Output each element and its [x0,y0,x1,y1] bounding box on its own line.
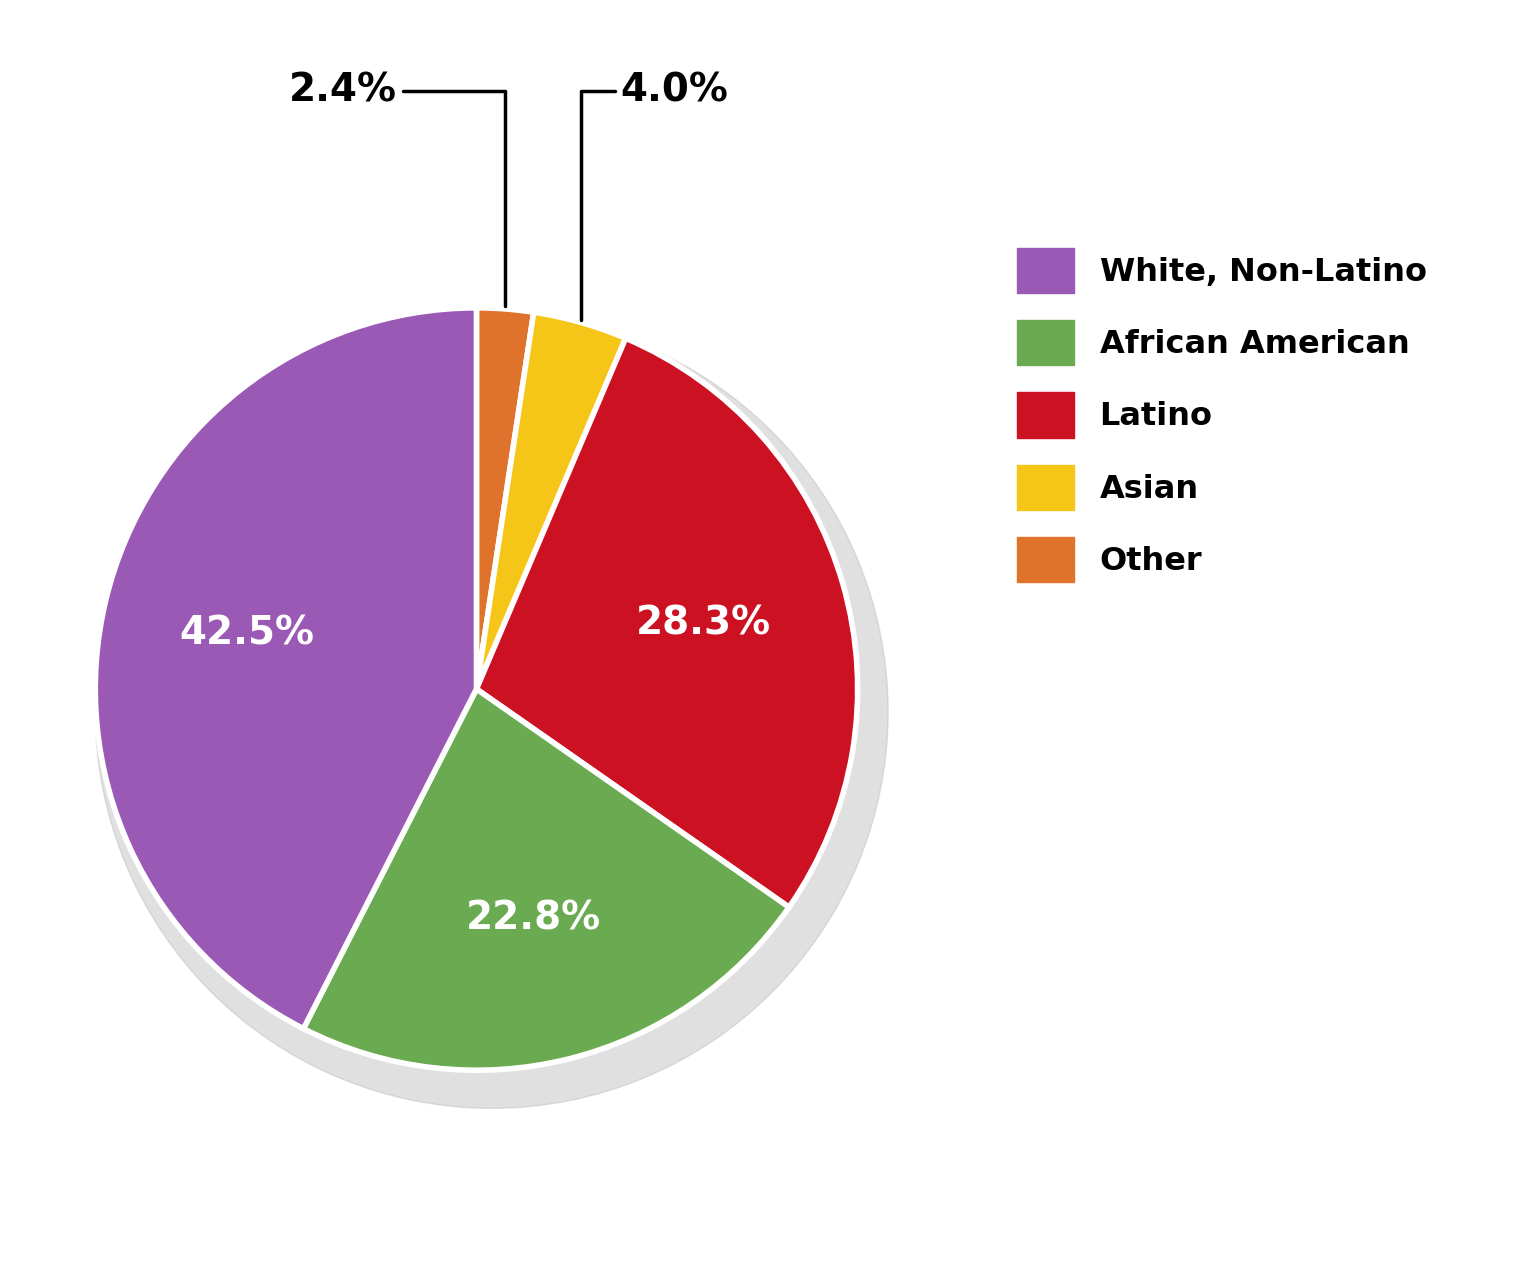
Text: 22.8%: 22.8% [466,900,601,938]
Legend: White, Non-Latino, African American, Latino, Asian, Other: White, Non-Latino, African American, Lat… [1016,248,1426,582]
Wedge shape [476,308,533,689]
Text: 42.5%: 42.5% [180,615,314,653]
Ellipse shape [95,315,888,1109]
Text: 2.4%: 2.4% [289,71,506,306]
Wedge shape [476,313,626,689]
Wedge shape [95,308,476,1028]
Wedge shape [476,338,858,907]
Wedge shape [303,689,788,1071]
Text: 4.0%: 4.0% [581,71,729,319]
Text: 28.3%: 28.3% [636,605,772,643]
